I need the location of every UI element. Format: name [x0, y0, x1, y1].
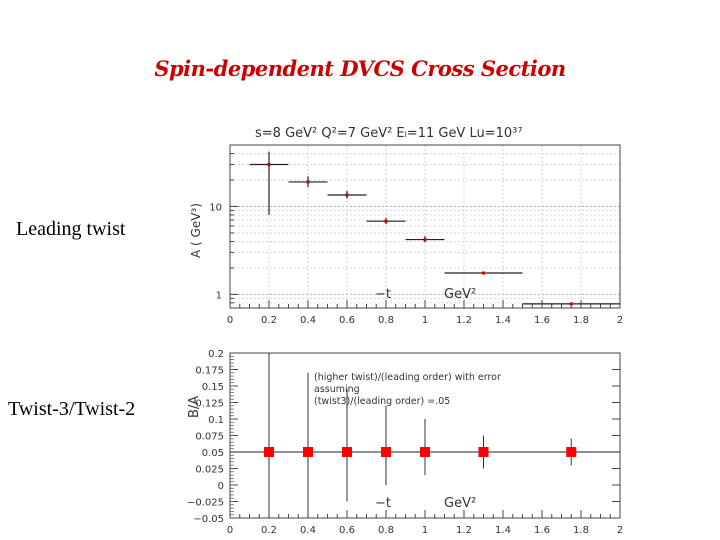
- annotation-text: assuming: [314, 384, 360, 395]
- y-tick-label: 0.125: [195, 399, 224, 410]
- x-tick-label: 2: [617, 315, 623, 326]
- leading-twist-label: Leading twist: [16, 218, 126, 240]
- annotation-text: (higher twist)/(leading order) with erro…: [314, 372, 501, 383]
- x-tick-label: 0: [227, 525, 233, 536]
- plot-frame: [229, 144, 621, 309]
- data-point: [566, 447, 577, 457]
- x-tick-label: 0.4: [300, 525, 316, 536]
- y-tick-label: 0.2: [208, 349, 224, 360]
- twist-ratio-label: Twist-3/Twist-2: [8, 398, 136, 420]
- y-tick-label: 1: [216, 290, 222, 301]
- x-tick-label: 1: [422, 525, 428, 536]
- x-tick-label: 1.6: [534, 525, 550, 536]
- y-tick-label: 0.175: [195, 366, 224, 377]
- x-axis-label-t: −t: [375, 496, 391, 511]
- x-tick-label: 1.2: [456, 315, 472, 326]
- x-tick-label: 1.4: [495, 315, 511, 326]
- y-axis-label: A ( GeV³): [189, 203, 203, 258]
- x-tick-label: 0.2: [261, 315, 277, 326]
- data-point: [384, 219, 388, 223]
- data-point: [303, 447, 313, 457]
- x-tick-label: 0.8: [378, 525, 394, 536]
- x-tick-label: 1: [422, 315, 428, 326]
- x-tick-label: 1.2: [456, 525, 472, 536]
- x-tick-label: 0.6: [339, 315, 355, 326]
- y-tick-label: 0.15: [202, 382, 224, 393]
- chart-title: s=8 GeV² Q²=7 GeV² Eₗ=11 GeV Lu=10³⁷: [255, 126, 523, 141]
- x-tick-label: 1.6: [534, 315, 550, 326]
- data-point: [381, 447, 391, 457]
- x-tick-label: 0.4: [300, 315, 316, 326]
- y-tick-label: 10: [209, 202, 222, 213]
- x-tick-label: 0.8: [378, 315, 394, 326]
- data-point: [342, 447, 352, 457]
- data-point: [482, 271, 485, 275]
- slide-title: Spin-dependent DVCS Cross Section: [154, 56, 566, 81]
- y-tick-label: 0.025: [195, 465, 224, 476]
- y-tick-label: −0.05: [193, 514, 224, 525]
- x-tick-label: 0.2: [261, 525, 277, 536]
- x-tick-label: 0.6: [339, 525, 355, 536]
- x-axis-label-t: −t: [375, 287, 391, 302]
- plot-frame: [229, 352, 621, 519]
- y-tick-label: −0.025: [187, 498, 224, 509]
- data-point: [420, 447, 430, 457]
- data-point: [345, 193, 349, 197]
- annotation-text: (twist3)/(leading order) =.05: [314, 396, 450, 407]
- y-tick-label: 0.05: [202, 448, 224, 459]
- x-tick-label: 1.8: [573, 525, 589, 536]
- data-point: [423, 238, 427, 242]
- x-axis-label-unit: GeV²: [444, 287, 476, 302]
- y-axis-label: B/A: [187, 396, 202, 418]
- top-chart: 0 0.2 0.4 0.6 0.8 1 1.2 1.4 1.6 1.8 2 1 10 s=8 GeV² Q…: [189, 126, 623, 326]
- data-point: [478, 447, 489, 457]
- x-tick-label: 1.8: [573, 315, 589, 326]
- x-tick-label: 1.4: [495, 525, 511, 536]
- data-point: [569, 302, 573, 306]
- data-point: [306, 180, 310, 184]
- data-point: [267, 163, 271, 167]
- data-point: [264, 447, 274, 457]
- y-tick-label: 0.075: [195, 432, 224, 443]
- x-tick-label: 0: [227, 315, 233, 326]
- x-tick-label: 2: [617, 525, 623, 536]
- y-tick-label: 0: [218, 481, 224, 492]
- bottom-chart: −0.05 −0.025 0 0.025 0.05 0.075 0.1 0.125 0.15 0.…: [187, 349, 623, 536]
- y-tick-label: 0.1: [208, 415, 224, 426]
- x-axis-label-unit: GeV²: [444, 496, 476, 511]
